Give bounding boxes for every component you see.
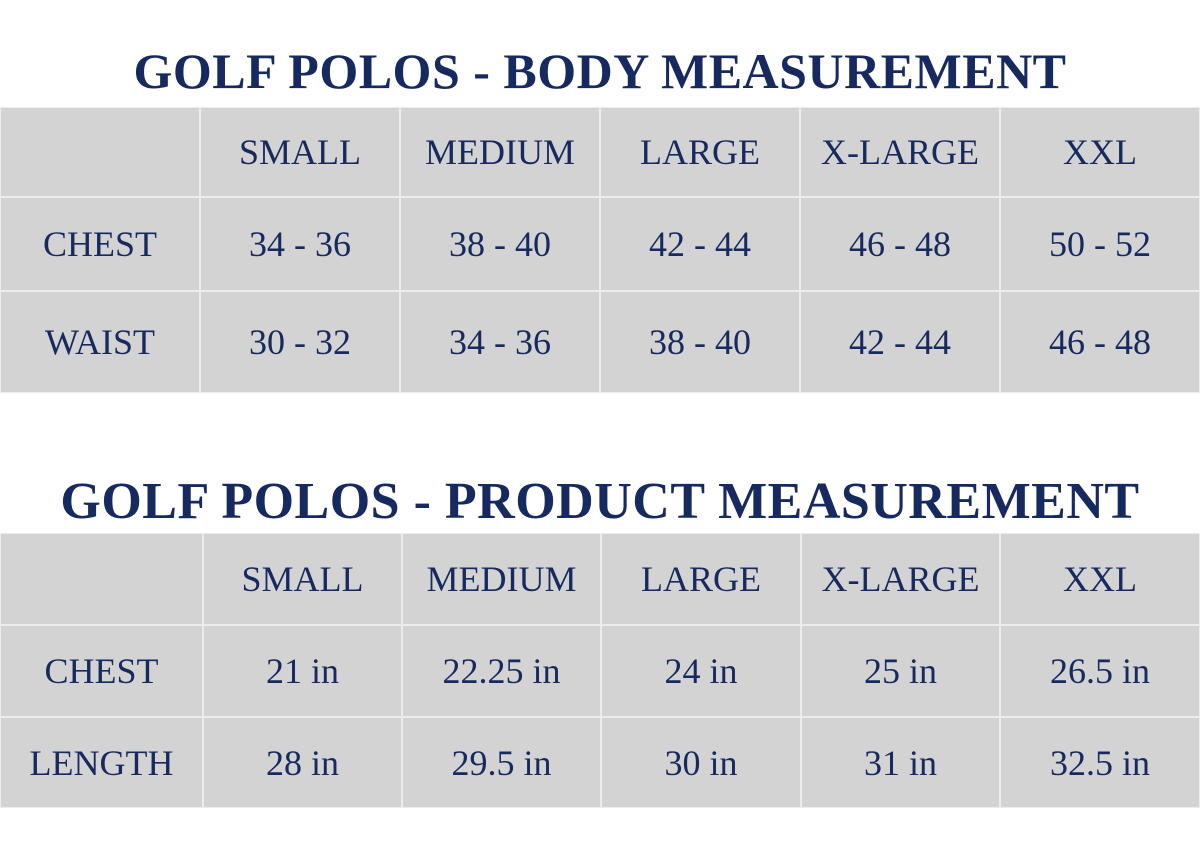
- value-cell: 21 in: [203, 625, 402, 717]
- header-cell: X-LARGE: [801, 533, 1000, 625]
- header-cell: SMALL: [203, 533, 402, 625]
- value-cell: 38 - 40: [600, 291, 800, 393]
- value-cell: 24 in: [601, 625, 801, 717]
- value-cell: 42 - 44: [600, 197, 800, 291]
- value-cell: 26.5 in: [1000, 625, 1200, 717]
- value-cell: 25 in: [801, 625, 1000, 717]
- header-cell: X-LARGE: [800, 107, 1000, 197]
- value-cell: 32.5 in: [1000, 717, 1200, 808]
- value-cell: 22.25 in: [402, 625, 601, 717]
- value-cell: 29.5 in: [402, 717, 601, 808]
- value-cell: 46 - 48: [1000, 291, 1200, 393]
- row-label: CHEST: [0, 197, 200, 291]
- header-cell: MEDIUM: [400, 107, 600, 197]
- value-cell: 30 - 32: [200, 291, 400, 393]
- table-title: GOLF POLOS - BODY MEASUREMENT: [133, 43, 1067, 99]
- value-cell: 34 - 36: [400, 291, 600, 393]
- header-cell: LARGE: [600, 107, 800, 197]
- corner-cell: [0, 533, 203, 625]
- value-cell: 50 - 52: [1000, 197, 1200, 291]
- header-cell: MEDIUM: [402, 533, 601, 625]
- header-cell: SMALL: [200, 107, 400, 197]
- header-cell: LARGE: [601, 533, 801, 625]
- row-label: WAIST: [0, 291, 200, 393]
- row-label: CHEST: [0, 625, 203, 717]
- value-cell: 28 in: [203, 717, 402, 808]
- header-cell: XXL: [1000, 107, 1200, 197]
- value-cell: 34 - 36: [200, 197, 400, 291]
- value-cell: 31 in: [801, 717, 1000, 808]
- row-label: LENGTH: [0, 717, 203, 808]
- corner-cell: [0, 107, 200, 197]
- value-cell: 30 in: [601, 717, 801, 808]
- table-title: GOLF POLOS - PRODUCT MEASUREMENT: [60, 473, 1140, 530]
- value-cell: 38 - 40: [400, 197, 600, 291]
- value-cell: 46 - 48: [800, 197, 1000, 291]
- header-cell: XXL: [1000, 533, 1200, 625]
- value-cell: 42 - 44: [800, 291, 1000, 393]
